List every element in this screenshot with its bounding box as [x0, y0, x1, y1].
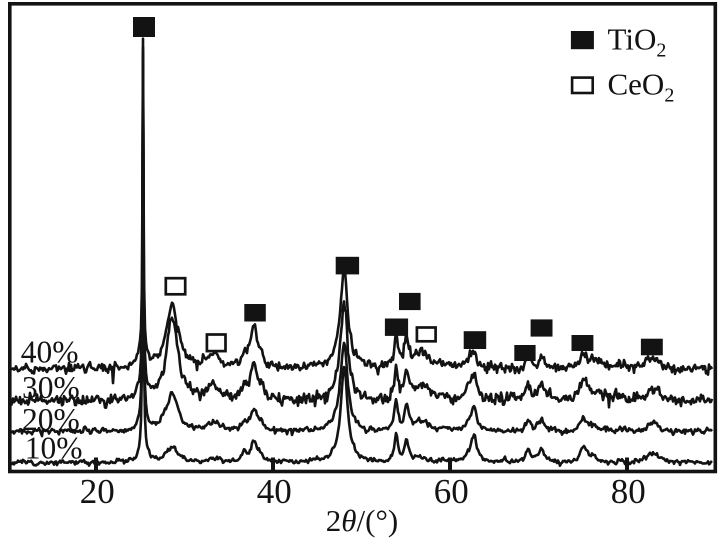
svg-text:20%: 20% [22, 402, 80, 437]
svg-text:40: 40 [257, 472, 292, 511]
svg-text:2θ/(°): 2θ/(°) [326, 503, 398, 538]
svg-text:30%: 30% [22, 370, 80, 405]
svg-text:TiO2: TiO2 [608, 22, 667, 62]
svg-text:10%: 10% [25, 431, 83, 466]
svg-text:20: 20 [80, 472, 115, 511]
svg-text:CeO2: CeO2 [608, 67, 675, 107]
svg-text:80: 80 [611, 472, 646, 511]
svg-text:40%: 40% [21, 335, 79, 370]
svg-text:60: 60 [434, 472, 469, 511]
